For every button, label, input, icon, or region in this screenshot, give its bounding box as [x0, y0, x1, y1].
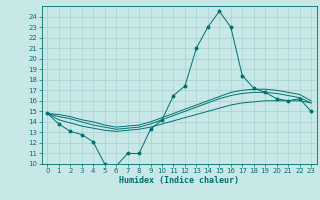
X-axis label: Humidex (Indice chaleur): Humidex (Indice chaleur) [119, 176, 239, 185]
